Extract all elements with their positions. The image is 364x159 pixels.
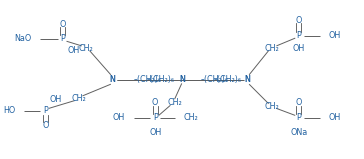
Text: N: N <box>110 75 115 84</box>
Text: O: O <box>152 98 158 107</box>
Text: OH: OH <box>329 113 341 122</box>
Text: N: N <box>244 75 250 84</box>
Text: CH₂: CH₂ <box>79 44 94 53</box>
Text: P: P <box>43 106 48 115</box>
Text: O: O <box>42 121 48 130</box>
Text: O: O <box>296 16 302 25</box>
Text: P: P <box>296 31 301 40</box>
Text: P: P <box>153 113 158 122</box>
Text: N: N <box>179 75 185 84</box>
Text: N: N <box>179 75 185 84</box>
Text: N: N <box>244 75 250 84</box>
Text: CH₂: CH₂ <box>265 102 280 111</box>
Text: P: P <box>60 34 65 43</box>
Text: CH₂: CH₂ <box>72 94 86 103</box>
Text: O: O <box>60 20 66 29</box>
Text: OH: OH <box>149 128 161 137</box>
Text: OH: OH <box>113 113 125 122</box>
Text: P: P <box>296 113 301 122</box>
Text: –(CH₂)₆: –(CH₂)₆ <box>201 75 229 84</box>
Text: –(CH₂)₆: –(CH₂)₆ <box>147 75 175 84</box>
Text: CH₂: CH₂ <box>265 44 280 53</box>
Text: OH: OH <box>293 44 305 53</box>
Text: N: N <box>110 75 115 84</box>
Text: CH₂: CH₂ <box>167 98 182 107</box>
Text: OH: OH <box>329 31 341 40</box>
Text: O: O <box>296 98 302 107</box>
Text: NaO: NaO <box>14 34 31 43</box>
Text: ONa: ONa <box>290 128 308 137</box>
Text: OH: OH <box>50 95 62 104</box>
Text: –(CH₂)₆: –(CH₂)₆ <box>133 75 161 84</box>
Text: CH₂: CH₂ <box>183 113 198 122</box>
Text: OH: OH <box>67 46 79 55</box>
Text: –(CH₂)₆: –(CH₂)₆ <box>214 75 242 84</box>
Text: HO: HO <box>3 106 15 115</box>
